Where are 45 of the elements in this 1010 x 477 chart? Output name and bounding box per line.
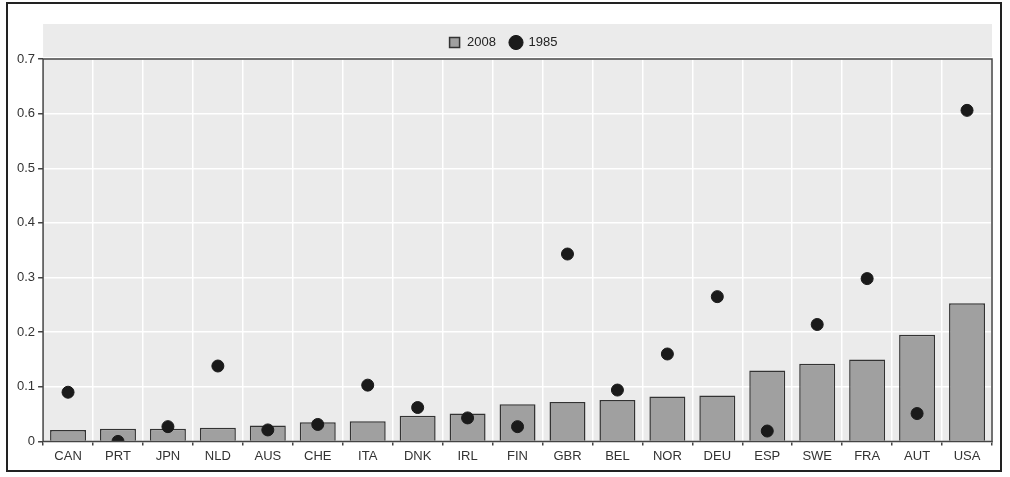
x-tick-label: ITA — [358, 447, 378, 463]
x-tick-label: CHE — [304, 447, 332, 463]
x-tick-label: BEL — [605, 447, 630, 463]
point — [560, 247, 574, 261]
x-tick-label: DEU — [703, 447, 732, 463]
point — [161, 420, 175, 434]
x-tick-label: NOR — [652, 447, 682, 463]
x-tick-label: AUS — [254, 447, 282, 463]
y-tick-label: 0.7 — [16, 50, 36, 66]
x-tick-label: IRL — [457, 447, 478, 463]
y-tick-label: 0.2 — [16, 323, 36, 339]
point — [710, 290, 724, 304]
x-tick-label: JPN — [155, 447, 181, 463]
point — [860, 272, 874, 286]
x-tick-label: SWE — [802, 447, 833, 463]
x-tick-label: PRT — [105, 447, 131, 463]
legend-label: 2008 — [467, 34, 496, 50]
point — [311, 417, 325, 431]
y-tick-label: 0.4 — [16, 214, 36, 230]
y-tick-label: 0.6 — [16, 105, 36, 121]
point — [411, 401, 425, 415]
point — [610, 383, 624, 397]
point — [810, 318, 824, 331]
point — [61, 385, 75, 399]
point — [760, 424, 774, 438]
x-tick-label: USA — [953, 447, 981, 463]
x-tick-label: AUT — [904, 447, 931, 463]
y-tick-label: 0 — [27, 432, 36, 448]
y-tick-label: 0.5 — [16, 159, 36, 175]
x-tick-label: ESP — [754, 447, 781, 463]
point — [461, 411, 475, 425]
x-tick-label: FRA — [854, 447, 881, 463]
x-tick-label: CAN — [54, 447, 82, 463]
point — [660, 347, 674, 361]
x-tick-label: NLD — [204, 447, 231, 463]
point — [211, 359, 225, 373]
point — [361, 378, 375, 392]
x-tick-label: DNK — [403, 447, 432, 463]
legend-label: 1985 — [528, 34, 558, 50]
point — [960, 103, 974, 117]
x-tick-label: GBR — [553, 447, 582, 463]
y-tick-label: 0.1 — [16, 378, 36, 394]
x-tick-label: FIN — [507, 447, 529, 463]
y-tick-label: 0.3 — [16, 269, 36, 285]
point — [910, 407, 924, 421]
